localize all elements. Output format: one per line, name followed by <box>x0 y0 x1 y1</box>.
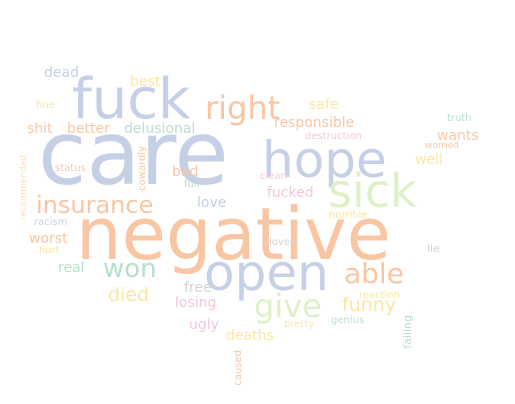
word: give <box>254 287 322 325</box>
word: shit <box>27 121 53 137</box>
word: hurt <box>39 245 60 256</box>
word: free <box>184 280 212 296</box>
word: delusional <box>124 121 196 137</box>
word: loved <box>269 237 297 248</box>
word: real <box>58 260 85 276</box>
word: lie <box>427 242 440 255</box>
word: safe <box>309 97 339 113</box>
word: insurance <box>36 191 154 219</box>
word: better <box>67 121 110 137</box>
word: pretty <box>284 319 315 330</box>
word: best <box>130 74 161 90</box>
word: well <box>415 152 443 168</box>
word: able <box>344 257 404 290</box>
word: love <box>197 195 227 211</box>
word: racism <box>34 217 68 228</box>
word: genius <box>331 315 365 326</box>
word: negative <box>76 192 391 276</box>
word: dead <box>44 65 79 81</box>
word: horrible <box>329 210 368 221</box>
word: worst <box>29 231 68 247</box>
word: destruction <box>305 131 362 142</box>
word: truth <box>447 113 472 124</box>
word: worried <box>425 141 459 151</box>
word: recommended <box>19 155 29 221</box>
word: bad <box>172 164 199 180</box>
word: funny <box>342 294 397 316</box>
word: fine <box>36 100 55 111</box>
word: open <box>204 244 329 302</box>
word: ugly <box>189 317 219 333</box>
word: won <box>103 254 157 284</box>
word: fucked <box>267 185 314 201</box>
word: clean <box>260 171 287 182</box>
word: reaction <box>359 290 400 301</box>
word: wants <box>437 128 479 144</box>
word: status <box>55 163 86 174</box>
word: died <box>108 284 150 306</box>
word: care <box>38 102 229 205</box>
word: losing <box>175 295 217 311</box>
word: cowardly <box>137 146 148 191</box>
word: caused <box>233 350 244 386</box>
word: fuck <box>72 67 191 132</box>
word: deaths <box>226 328 274 344</box>
word: hope <box>262 131 387 189</box>
word: right <box>205 89 281 127</box>
word: full <box>184 179 200 190</box>
word: sick <box>328 164 417 218</box>
word: responsible <box>274 115 355 131</box>
word: failing <box>401 315 414 349</box>
